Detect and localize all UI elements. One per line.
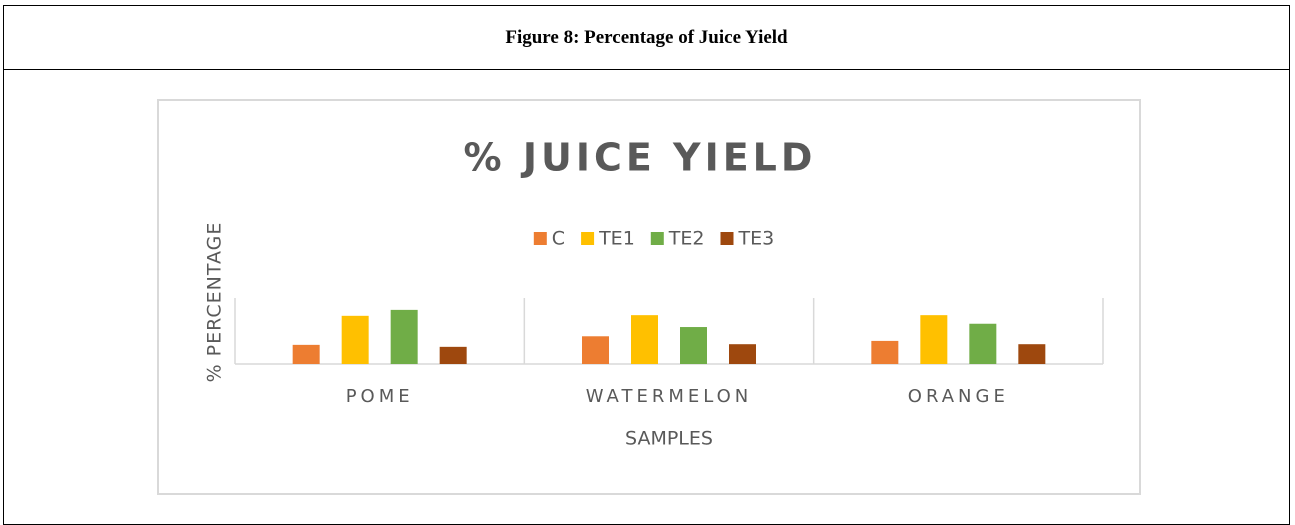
legend-label: C xyxy=(552,228,565,250)
legend-label: TE2 xyxy=(668,228,705,250)
bar xyxy=(969,323,997,364)
bar xyxy=(439,346,467,364)
x-tick-label: POME xyxy=(346,386,414,407)
bar xyxy=(341,315,369,364)
legend-swatch xyxy=(581,232,595,245)
bar xyxy=(390,309,418,364)
y-axis-label: % PERCENTAGE xyxy=(204,222,226,383)
bar xyxy=(871,340,899,364)
x-axis-label: SAMPLES xyxy=(625,428,713,450)
chart-area xyxy=(157,99,1141,495)
legend-label: TE3 xyxy=(737,228,774,250)
bar xyxy=(1018,344,1046,364)
bar xyxy=(680,327,707,364)
bar xyxy=(582,336,609,364)
legend-swatch xyxy=(650,232,664,245)
legend-label: TE1 xyxy=(598,228,635,250)
legend-swatch xyxy=(533,232,547,245)
bar xyxy=(920,315,948,364)
chart-title: % JUICE YIELD xyxy=(464,136,817,180)
bar xyxy=(292,344,320,364)
figure-caption: Figure 8: Percentage of Juice Yield xyxy=(4,6,1289,70)
bar xyxy=(729,344,756,364)
bar xyxy=(631,315,658,364)
legend-swatch xyxy=(720,232,734,245)
x-tick-label: ORANGE xyxy=(908,386,1009,407)
x-tick-label: WATERMELON xyxy=(586,386,753,407)
